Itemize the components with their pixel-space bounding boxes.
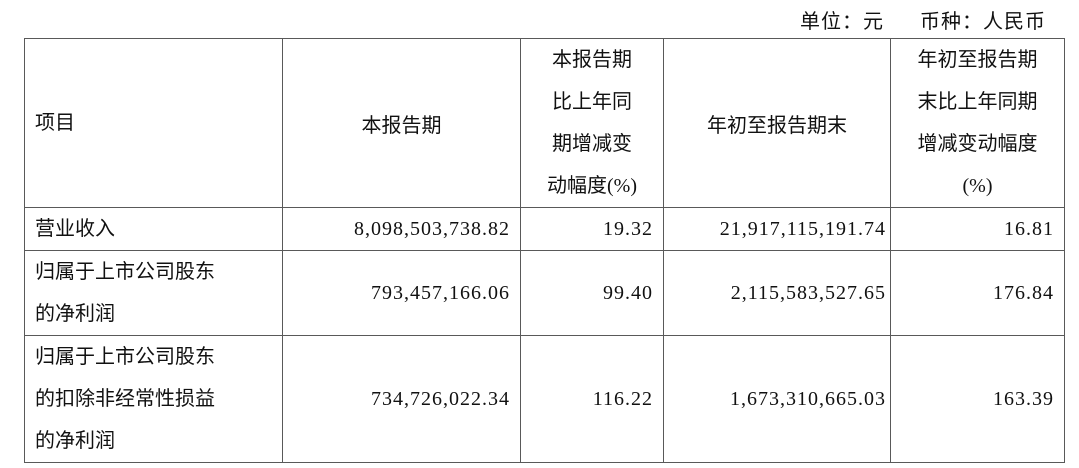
cell-current-period: 8,098,503,738.82: [282, 207, 521, 251]
header-item-label: 项目: [35, 112, 75, 134]
cell-current-period: 734,726,022.34: [282, 335, 521, 463]
cell-period-change: 19.32: [520, 207, 664, 251]
cell-item: 归属于上市公司股东的净利润: [24, 250, 283, 336]
financial-summary-table: 项目 本报告期 本报告期比上年同期增减变动幅度(%) 年初至报告期末 年初至报告…: [24, 38, 1065, 463]
cell-ytd: 2,115,583,527.65: [663, 250, 891, 336]
cell-item: 营业收入: [24, 207, 283, 251]
header-cell-ytd-change: 年初至报告期末比上年同期增减变动幅度(%): [890, 38, 1065, 208]
header-row: 项目 本报告期 本报告期比上年同期增减变动幅度(%) 年初至报告期末 年初至报告…: [24, 38, 1065, 208]
cell-ytd-change: 16.81: [890, 207, 1065, 251]
table-row-net-profit: 归属于上市公司股东的净利润 793,457,166.06 99.40 2,115…: [24, 250, 1065, 336]
cell-ytd-change: 176.84: [890, 250, 1065, 336]
table-row-revenue: 营业收入 8,098,503,738.82 19.32 21,917,115,1…: [24, 207, 1065, 251]
currency-label: 币种：人民币: [920, 11, 1046, 33]
cell-ytd-change: 163.39: [890, 335, 1065, 463]
cell-period-change: 116.22: [520, 335, 664, 463]
header-ytd-change-label: 年初至报告期末比上年同期增减变动幅度(%): [917, 49, 1038, 197]
unit-label: 单位：元: [800, 11, 884, 33]
header-cell-period-change: 本报告期比上年同期增减变动幅度(%): [520, 38, 664, 208]
cell-period-change: 99.40: [520, 250, 664, 336]
table-row-net-profit-excl-nonrecurring: 归属于上市公司股东的扣除非经常性损益的净利润 734,726,022.34 11…: [24, 335, 1065, 463]
header-current-period-label: 本报告期: [361, 114, 442, 137]
header-period-change-label: 本报告期比上年同期增减变动幅度(%): [547, 49, 637, 197]
cell-ytd: 21,917,115,191.74: [663, 207, 891, 251]
cell-item: 归属于上市公司股东的扣除非经常性损益的净利润: [24, 335, 283, 463]
header-cell-item: 项目: [24, 38, 283, 208]
cell-ytd: 1,673,310,665.03: [663, 335, 891, 463]
header-cell-ytd: 年初至报告期末: [663, 38, 891, 208]
header-ytd-label: 年初至报告期末: [707, 114, 847, 137]
unit-note: 单位：元 币种：人民币: [24, 5, 1064, 34]
header-cell-current-period: 本报告期: [282, 38, 521, 208]
cell-current-period: 793,457,166.06: [282, 250, 521, 336]
